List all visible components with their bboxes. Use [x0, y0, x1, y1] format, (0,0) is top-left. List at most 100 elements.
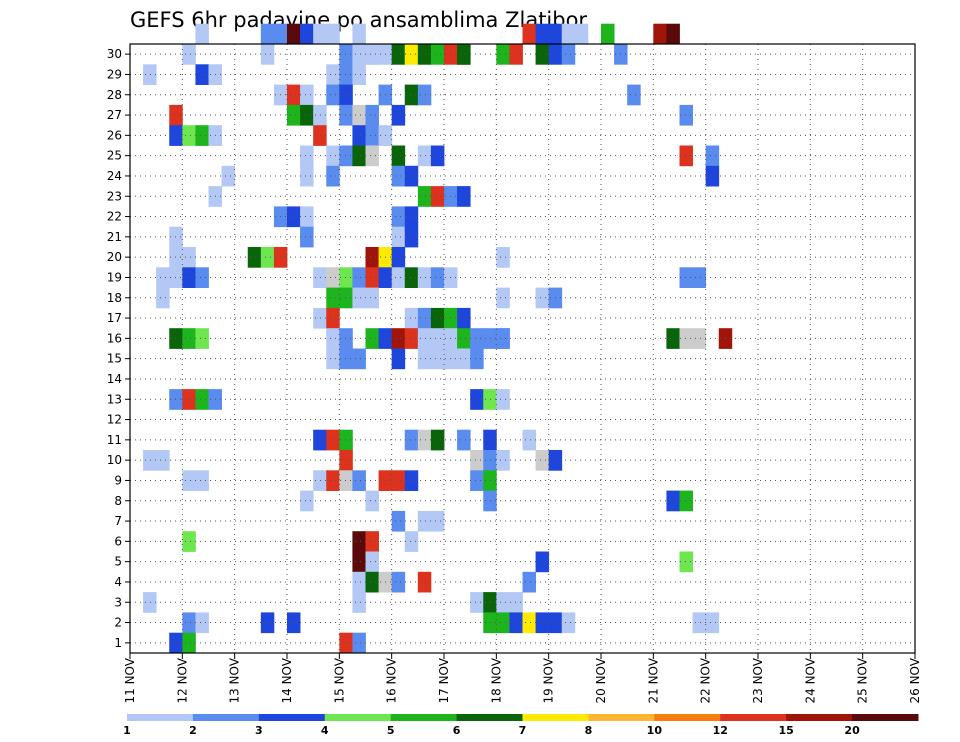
colorbar-label: 8: [585, 724, 593, 737]
precip-cell: [287, 104, 301, 126]
y-tick-label: 30: [107, 47, 122, 61]
precip-cell: [365, 44, 379, 65]
precip-cell: [417, 44, 432, 65]
precip-cell: [417, 571, 432, 593]
precip-cell: [417, 328, 432, 349]
precip-cell: [221, 165, 236, 187]
precip-cell: [483, 429, 497, 451]
precip-cell: [679, 551, 693, 573]
precip-cell: [692, 267, 707, 288]
precip-cell: [470, 328, 484, 349]
precip-cell: [417, 429, 432, 451]
precip-cell: [365, 531, 379, 552]
precip-cell: [483, 490, 497, 512]
precip-cell: [365, 247, 379, 268]
x-tick-label: 20 NOV: [594, 657, 608, 703]
precip-cell: [535, 287, 550, 309]
precip-cell: [535, 612, 550, 634]
y-tick-label: 18: [107, 291, 122, 305]
precip-cell: [561, 44, 576, 65]
precip-cell: [417, 307, 432, 329]
precip-cell: [391, 247, 406, 268]
precip-cell: [535, 44, 550, 65]
precip-cell: [509, 592, 523, 613]
y-tick-label: 2: [114, 616, 122, 630]
precip-cell: [365, 328, 379, 349]
precip-cell: [365, 551, 379, 573]
precip-cell: [365, 490, 379, 512]
precip-cell: [509, 612, 523, 634]
precip-cell: [182, 389, 196, 410]
precip-cell: [535, 450, 550, 471]
precip-cell: [404, 531, 419, 552]
precip-cell: [391, 510, 406, 532]
precip-cell: [404, 44, 419, 65]
precip-cell: [653, 23, 667, 45]
x-tick-label: 21 NOV: [646, 657, 660, 703]
y-tick-label: 3: [114, 595, 122, 609]
precip-cell: [522, 23, 536, 45]
y-tick-label: 21: [107, 230, 122, 244]
precip-cell: [260, 612, 275, 634]
precip-cell: [195, 328, 209, 349]
precip-cell: [522, 571, 536, 593]
precip-cell: [404, 267, 419, 288]
precip-cell: [326, 307, 340, 329]
precip-cell: [313, 470, 327, 491]
precip-cell: [496, 612, 510, 634]
precip-cell: [627, 84, 641, 106]
precip-cell: [365, 145, 379, 167]
colorbar-label: 10: [647, 724, 663, 737]
precip-cell: [457, 348, 471, 370]
precip-cell: [365, 104, 379, 126]
precip-cell: [182, 267, 196, 288]
colorbar-label: 2: [189, 724, 197, 737]
colorbar-swatch: [456, 714, 523, 721]
precip-cell: [692, 612, 707, 634]
precip-cell: [470, 348, 484, 370]
precip-cells: [143, 23, 733, 654]
precip-cell: [352, 44, 366, 65]
precip-cell: [522, 429, 536, 451]
precip-cell: [430, 328, 445, 349]
precip-cell: [182, 44, 196, 65]
colorbar-label: 6: [453, 724, 461, 737]
y-tick-label: 10: [107, 453, 122, 467]
precip-cell: [352, 104, 366, 126]
precip-cell: [391, 165, 406, 187]
precip-cell: [195, 64, 209, 85]
y-tick-label: 29: [107, 67, 122, 81]
colorbar-swatch: [720, 714, 787, 721]
precip-cell: [496, 592, 510, 613]
precip-cell: [679, 490, 693, 512]
precip-cell: [182, 470, 196, 491]
precip-cell: [417, 348, 432, 370]
precip-cell: [326, 145, 340, 167]
precip-cell: [182, 632, 196, 654]
precip-cell: [430, 186, 445, 207]
precip-cell: [182, 328, 196, 349]
precip-cell: [483, 592, 497, 613]
colorbar-label: 1: [123, 724, 131, 737]
precip-cell: [417, 84, 432, 106]
precip-cell: [679, 267, 693, 288]
colorbar-label: 7: [519, 724, 527, 737]
precip-cell: [326, 267, 340, 288]
precip-cell: [195, 470, 209, 491]
precip-cell: [352, 470, 366, 491]
precip-cell: [496, 450, 510, 471]
precip-cell: [666, 23, 680, 45]
precip-cell: [483, 450, 497, 471]
precip-cell: [313, 267, 327, 288]
precip-cell: [457, 328, 471, 349]
precip-cell: [247, 247, 262, 268]
precip-cell: [522, 612, 536, 634]
precip-cell: [339, 287, 353, 309]
precip-cell: [391, 206, 406, 228]
precip-cell: [365, 125, 379, 146]
precip-cell: [457, 186, 471, 207]
colorbar-label: 4: [321, 724, 329, 737]
precip-cell: [548, 23, 563, 45]
y-tick-label: 16: [107, 331, 122, 345]
precip-cell: [430, 510, 445, 532]
